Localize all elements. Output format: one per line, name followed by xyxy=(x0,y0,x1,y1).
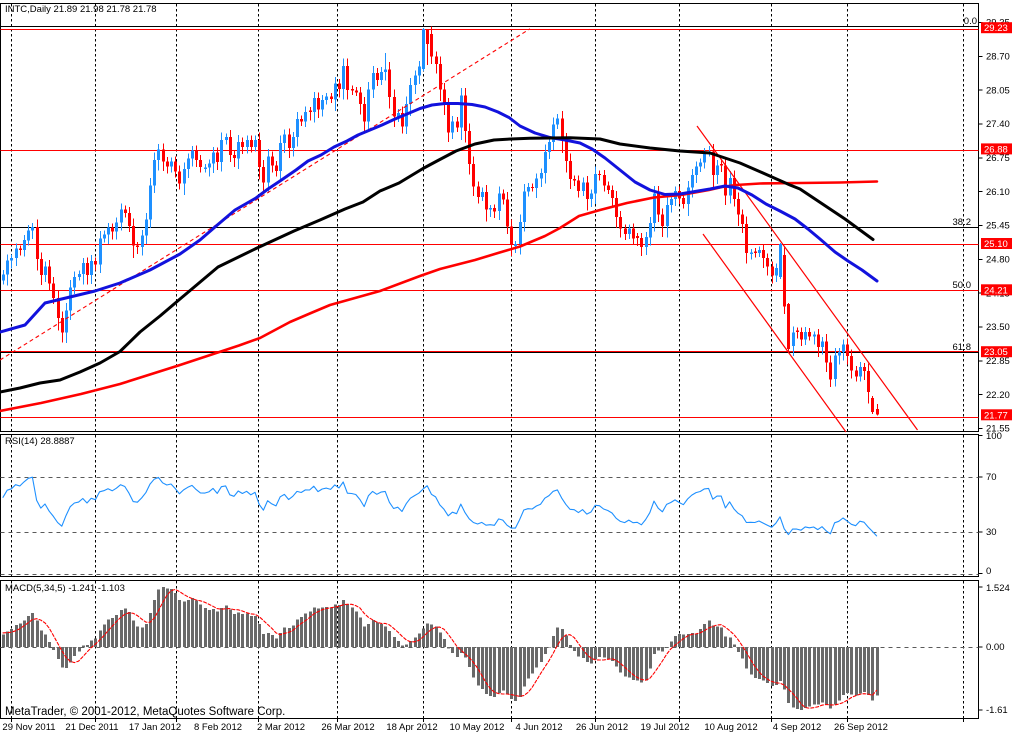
svg-text:21.55: 21.55 xyxy=(986,424,1010,435)
svg-text:50.0: 50.0 xyxy=(953,280,972,291)
svg-text:RSI(14) 28.8887: RSI(14) 28.8887 xyxy=(5,436,75,447)
svg-text:30: 30 xyxy=(986,527,997,538)
svg-text:23.05: 23.05 xyxy=(984,347,1008,358)
svg-text:25.45: 25.45 xyxy=(986,221,1010,232)
svg-text:70: 70 xyxy=(986,472,997,483)
svg-text:24.21: 24.21 xyxy=(984,285,1008,296)
svg-text:1.524: 1.524 xyxy=(986,583,1010,594)
svg-text:2 Mar 2012: 2 Mar 2012 xyxy=(257,722,305,733)
svg-text:4 Jun 2012: 4 Jun 2012 xyxy=(515,722,562,733)
svg-text:26 Jun 2012: 26 Jun 2012 xyxy=(576,722,628,733)
svg-text:24.80: 24.80 xyxy=(986,255,1010,266)
svg-text:28.05: 28.05 xyxy=(986,85,1010,96)
svg-text:18 Apr 2012: 18 Apr 2012 xyxy=(386,722,437,733)
svg-text:26 Sep 2012: 26 Sep 2012 xyxy=(834,722,888,733)
svg-text:-1.61: -1.61 xyxy=(986,705,1008,716)
svg-text:10 May 2012: 10 May 2012 xyxy=(450,722,505,733)
svg-text:25.10: 25.10 xyxy=(984,239,1008,250)
svg-text:29 Nov 2011: 29 Nov 2011 xyxy=(2,722,55,733)
svg-text:0: 0 xyxy=(986,566,991,577)
svg-text:19 Jul 2012: 19 Jul 2012 xyxy=(640,722,689,733)
svg-text:21 Dec 2011: 21 Dec 2011 xyxy=(65,722,118,733)
svg-text:4 Sep 2012: 4 Sep 2012 xyxy=(773,722,822,733)
svg-text:10 Aug 2012: 10 Aug 2012 xyxy=(704,722,757,733)
svg-text:29.23: 29.23 xyxy=(984,23,1008,34)
svg-text:8 Feb 2012: 8 Feb 2012 xyxy=(194,722,242,733)
svg-text:38.2: 38.2 xyxy=(953,217,972,228)
svg-text:MACD(5,34,5) -1.241 -1.103: MACD(5,34,5) -1.241 -1.103 xyxy=(5,583,125,594)
svg-text:26 Mar 2012: 26 Mar 2012 xyxy=(321,722,374,733)
svg-text:22.20: 22.20 xyxy=(986,390,1010,401)
svg-text:21.77: 21.77 xyxy=(984,410,1008,421)
svg-text:22.85: 22.85 xyxy=(986,356,1010,367)
svg-text:MetaTrader, © 2001-2012, MetaQ: MetaTrader, © 2001-2012, MetaQuotes Soft… xyxy=(5,706,285,718)
svg-text:0.0: 0.0 xyxy=(964,16,977,27)
svg-text:17 Jan 2012: 17 Jan 2012 xyxy=(129,722,181,733)
svg-text:26.88: 26.88 xyxy=(984,144,1008,155)
svg-text:26.75: 26.75 xyxy=(986,153,1010,164)
svg-text:26.10: 26.10 xyxy=(986,187,1010,198)
svg-text:61.8: 61.8 xyxy=(953,342,972,353)
svg-text:INTC,Daily 21.89 21.98 21.78: INTC,Daily 21.89 21.98 21.78 21.78 xyxy=(5,4,157,15)
svg-text:27.40: 27.40 xyxy=(986,119,1010,130)
svg-text:100: 100 xyxy=(986,431,1002,442)
svg-text:23.50: 23.50 xyxy=(986,322,1010,333)
svg-text:0.00: 0.00 xyxy=(986,642,1005,653)
svg-text:28.70: 28.70 xyxy=(986,52,1010,63)
